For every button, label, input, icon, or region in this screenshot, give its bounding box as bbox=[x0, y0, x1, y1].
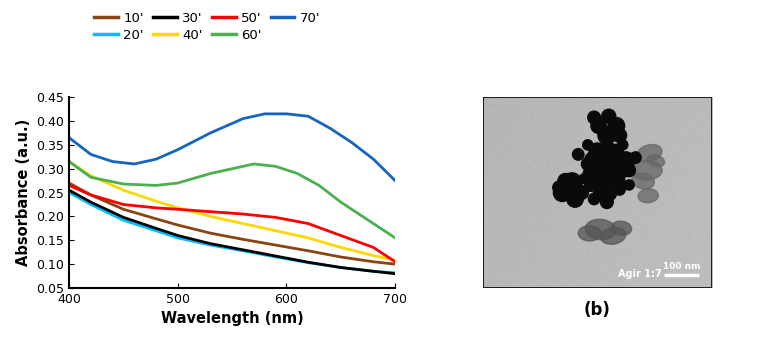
Ellipse shape bbox=[647, 155, 664, 167]
Ellipse shape bbox=[578, 226, 601, 241]
Circle shape bbox=[604, 187, 617, 200]
Circle shape bbox=[574, 186, 588, 200]
Circle shape bbox=[599, 141, 614, 156]
Circle shape bbox=[600, 151, 621, 171]
Circle shape bbox=[584, 166, 598, 181]
Ellipse shape bbox=[601, 227, 626, 244]
Circle shape bbox=[624, 180, 634, 190]
Circle shape bbox=[613, 128, 627, 142]
Circle shape bbox=[591, 118, 606, 133]
Circle shape bbox=[581, 158, 594, 170]
Circle shape bbox=[614, 184, 625, 195]
Circle shape bbox=[583, 140, 593, 150]
Circle shape bbox=[589, 162, 612, 185]
Circle shape bbox=[595, 175, 612, 191]
Circle shape bbox=[561, 173, 582, 193]
Text: (b): (b) bbox=[584, 301, 611, 319]
Circle shape bbox=[567, 191, 584, 207]
Circle shape bbox=[608, 118, 624, 134]
Circle shape bbox=[558, 174, 573, 189]
Circle shape bbox=[598, 126, 616, 144]
Circle shape bbox=[584, 179, 598, 191]
Y-axis label: Absorbance (a.u.): Absorbance (a.u.) bbox=[15, 119, 31, 266]
Circle shape bbox=[617, 140, 627, 150]
Text: Agir 1:7: Agir 1:7 bbox=[617, 269, 661, 279]
X-axis label: Wavelength (nm): Wavelength (nm) bbox=[161, 311, 303, 327]
Circle shape bbox=[588, 111, 601, 124]
Circle shape bbox=[580, 174, 590, 184]
Circle shape bbox=[611, 161, 628, 179]
Circle shape bbox=[608, 172, 624, 188]
Circle shape bbox=[623, 164, 635, 177]
Circle shape bbox=[602, 109, 616, 123]
Circle shape bbox=[617, 152, 635, 170]
Ellipse shape bbox=[637, 144, 662, 162]
Circle shape bbox=[572, 149, 584, 160]
Legend: 10', 20', 30', 40', 50', 60', 70': 10', 20', 30', 40', 50', 60', 70' bbox=[89, 7, 326, 47]
Ellipse shape bbox=[631, 161, 662, 180]
Circle shape bbox=[584, 151, 604, 170]
Circle shape bbox=[609, 144, 624, 158]
Circle shape bbox=[601, 196, 613, 209]
Circle shape bbox=[554, 184, 571, 202]
Circle shape bbox=[589, 143, 606, 160]
Circle shape bbox=[630, 152, 641, 163]
Circle shape bbox=[594, 187, 607, 201]
Circle shape bbox=[553, 181, 565, 194]
Ellipse shape bbox=[632, 174, 654, 189]
Circle shape bbox=[588, 193, 600, 205]
Ellipse shape bbox=[638, 189, 658, 203]
Ellipse shape bbox=[611, 221, 631, 235]
Text: 100 nm: 100 nm bbox=[663, 262, 700, 271]
Ellipse shape bbox=[585, 219, 616, 240]
